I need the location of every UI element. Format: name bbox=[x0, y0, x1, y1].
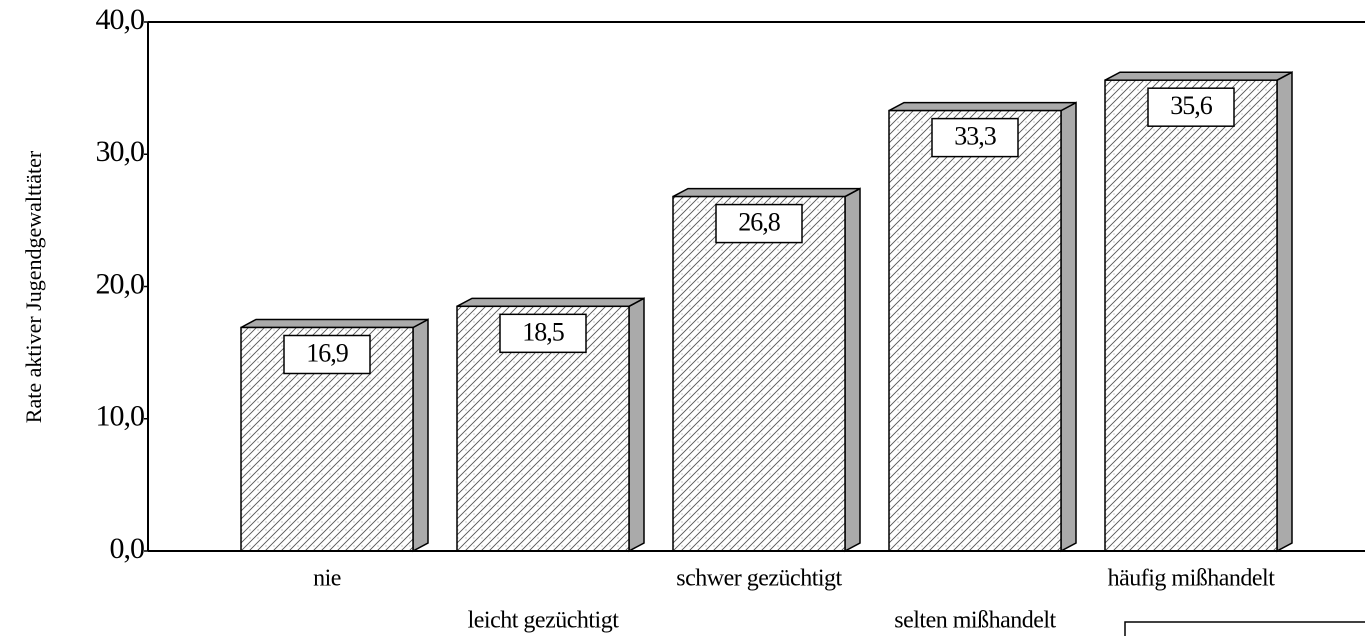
bar-side bbox=[1276, 70, 1293, 553]
value-label: 18,5 bbox=[522, 317, 564, 346]
value-label: 16,9 bbox=[306, 338, 348, 367]
y-tick-label: 30,0 bbox=[96, 135, 145, 168]
x-tick-label: häufig mißhandelt bbox=[1108, 566, 1276, 592]
bar-top bbox=[888, 101, 1077, 112]
bar bbox=[672, 195, 846, 552]
bar bbox=[1104, 79, 1278, 552]
bar-side bbox=[844, 187, 861, 553]
y-tick-label: 10,0 bbox=[96, 400, 145, 433]
x-tick-label: schwer gezüchtigt bbox=[676, 566, 842, 592]
y-tick-label: 0,0 bbox=[110, 532, 145, 565]
bar-side bbox=[412, 318, 429, 553]
bar-side bbox=[1060, 101, 1077, 553]
value-label-box bbox=[499, 313, 587, 354]
value-label-box bbox=[1147, 87, 1235, 127]
x-tick-label: nie bbox=[313, 566, 341, 592]
x-tick-label: leicht gezüchtigt bbox=[468, 608, 620, 634]
bar-top bbox=[1104, 71, 1293, 81]
y-tick-label: 20,0 bbox=[96, 267, 145, 300]
value-label-box bbox=[931, 117, 1019, 158]
y-tick-label: 40,0 bbox=[96, 3, 145, 36]
bar bbox=[888, 109, 1062, 552]
value-label: 26,8 bbox=[738, 208, 781, 237]
bar-top bbox=[672, 187, 861, 198]
y-axis-label: Rate aktiver Jugendgewalttäter bbox=[21, 150, 46, 423]
value-label-box bbox=[283, 334, 371, 375]
x-tick-label: selten mißhandelt bbox=[894, 608, 1056, 634]
bar-top bbox=[456, 297, 645, 308]
legend-box bbox=[1124, 621, 1365, 636]
value-label: 35,6 bbox=[1170, 91, 1213, 120]
bar-side bbox=[628, 297, 645, 553]
value-label-box bbox=[715, 203, 803, 244]
bar-top bbox=[240, 318, 429, 329]
value-label: 33,3 bbox=[954, 122, 996, 151]
